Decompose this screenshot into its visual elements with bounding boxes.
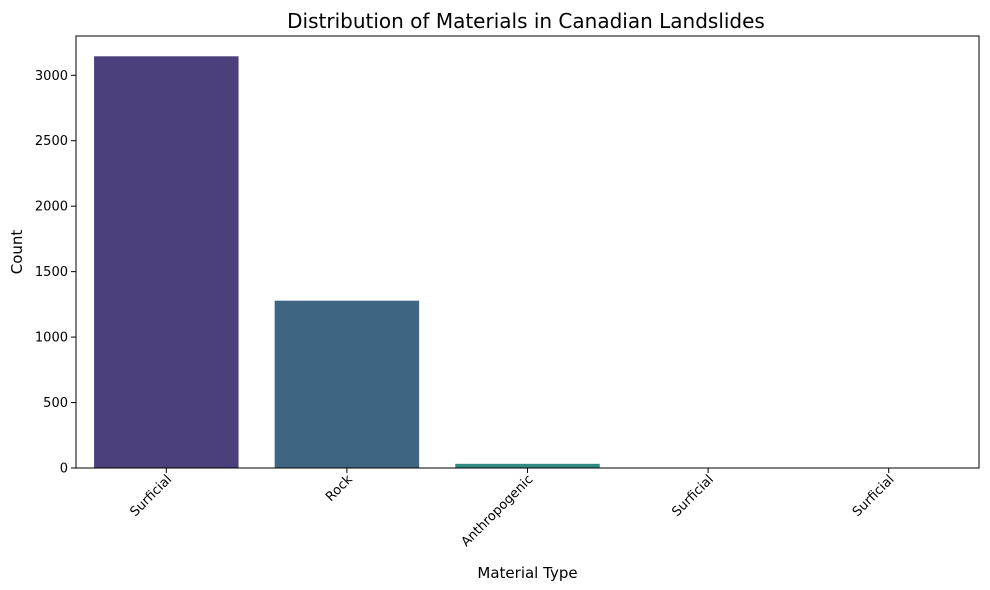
bar-1	[274, 300, 420, 468]
y-tick-label-1: 500	[43, 396, 68, 411]
x-axis: Surficial Rock Anthropogenic Surficial Surfi…	[127, 468, 898, 550]
bar-0	[94, 56, 239, 469]
y-tick-label-0: 0	[60, 462, 68, 477]
y-tick-label-6: 3000	[35, 69, 68, 84]
y-tick-label-3: 1500	[35, 265, 68, 280]
x-tick-label-1: Rock	[323, 472, 356, 505]
plot-frame	[75, 35, 980, 469]
x-tick-label-4: Surficial	[850, 472, 898, 520]
x-tick-label-3: Surficial	[669, 472, 717, 520]
chart-title: Distribution of Materials in Canadian La…	[287, 9, 765, 33]
y-tick-label-2: 1000	[35, 331, 68, 346]
x-axis-label: Material Type	[477, 564, 577, 582]
y-tick-label-4: 2000	[35, 200, 68, 215]
y-axis: 0 500 1000 1500 2000 2500 3000	[35, 69, 76, 477]
bar-2	[455, 463, 600, 468]
y-axis-label: Count	[8, 230, 26, 275]
x-tick-label-0: Surficial	[127, 472, 175, 520]
bars-group	[94, 56, 961, 469]
x-tick-label-2: Anthropogenic	[459, 472, 537, 550]
y-tick-label-5: 2500	[35, 134, 68, 149]
